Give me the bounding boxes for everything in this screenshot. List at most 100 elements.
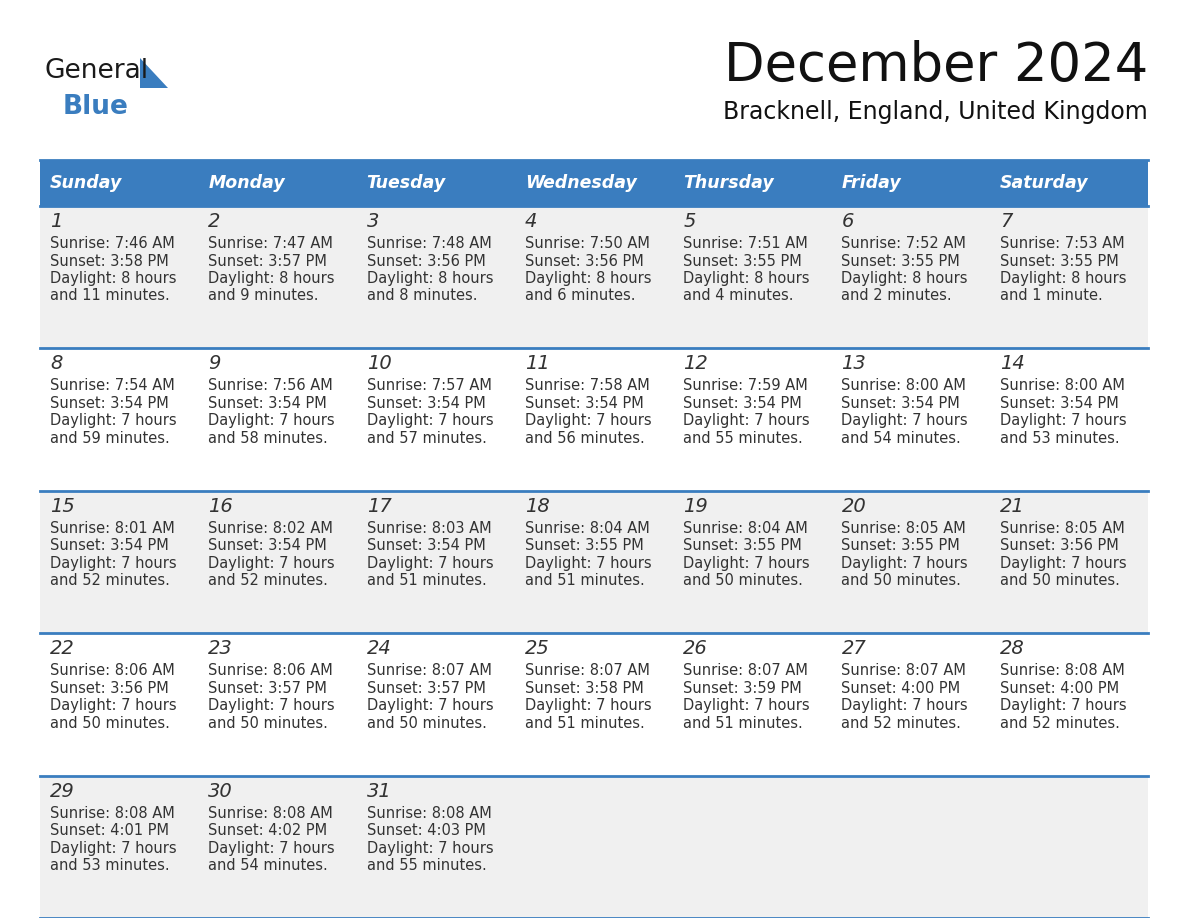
Text: 15: 15 bbox=[50, 497, 75, 516]
Text: Wednesday: Wednesday bbox=[525, 174, 637, 192]
Bar bbox=[198, 160, 356, 206]
Text: Daylight: 8 hours: Daylight: 8 hours bbox=[208, 271, 335, 286]
Text: Sunrise: 8:00 AM: Sunrise: 8:00 AM bbox=[1000, 378, 1125, 394]
Text: Sunrise: 7:58 AM: Sunrise: 7:58 AM bbox=[525, 378, 650, 394]
Text: Daylight: 7 hours: Daylight: 7 hours bbox=[208, 555, 335, 571]
Text: Sunset: 3:58 PM: Sunset: 3:58 PM bbox=[50, 253, 169, 268]
Text: Daylight: 8 hours: Daylight: 8 hours bbox=[1000, 271, 1126, 286]
Text: 21: 21 bbox=[1000, 497, 1024, 516]
Text: Daylight: 7 hours: Daylight: 7 hours bbox=[50, 699, 177, 713]
Text: Sunrise: 8:05 AM: Sunrise: 8:05 AM bbox=[841, 521, 966, 536]
Text: Daylight: 7 hours: Daylight: 7 hours bbox=[208, 841, 335, 856]
Text: 11: 11 bbox=[525, 354, 550, 374]
Text: 2: 2 bbox=[208, 212, 221, 231]
Text: Sunrise: 8:04 AM: Sunrise: 8:04 AM bbox=[683, 521, 808, 536]
Text: Daylight: 7 hours: Daylight: 7 hours bbox=[50, 841, 177, 856]
Text: Daylight: 8 hours: Daylight: 8 hours bbox=[50, 271, 177, 286]
Text: 12: 12 bbox=[683, 354, 708, 374]
Bar bbox=[40, 633, 1148, 776]
Text: 19: 19 bbox=[683, 497, 708, 516]
Text: 1: 1 bbox=[50, 212, 63, 231]
Text: Sunset: 4:02 PM: Sunset: 4:02 PM bbox=[208, 823, 328, 838]
Text: Sunset: 3:56 PM: Sunset: 3:56 PM bbox=[1000, 538, 1118, 554]
Text: Daylight: 7 hours: Daylight: 7 hours bbox=[525, 555, 651, 571]
Bar bbox=[674, 160, 832, 206]
Text: Sunrise: 7:52 AM: Sunrise: 7:52 AM bbox=[841, 236, 966, 251]
Text: Sunset: 3:54 PM: Sunset: 3:54 PM bbox=[683, 396, 802, 411]
Text: and 51 minutes.: and 51 minutes. bbox=[525, 574, 645, 588]
Polygon shape bbox=[140, 58, 168, 88]
Text: 14: 14 bbox=[1000, 354, 1024, 374]
Text: Sunset: 3:57 PM: Sunset: 3:57 PM bbox=[208, 253, 327, 268]
Text: Sunrise: 8:08 AM: Sunrise: 8:08 AM bbox=[50, 806, 175, 821]
Text: 7: 7 bbox=[1000, 212, 1012, 231]
Text: Tuesday: Tuesday bbox=[367, 174, 446, 192]
Text: and 54 minutes.: and 54 minutes. bbox=[208, 858, 328, 873]
Text: Sunrise: 8:06 AM: Sunrise: 8:06 AM bbox=[50, 663, 175, 678]
Text: Sunset: 3:58 PM: Sunset: 3:58 PM bbox=[525, 681, 644, 696]
Text: Sunset: 4:00 PM: Sunset: 4:00 PM bbox=[1000, 681, 1119, 696]
Text: Sunrise: 8:00 AM: Sunrise: 8:00 AM bbox=[841, 378, 966, 394]
Text: Sunrise: 7:56 AM: Sunrise: 7:56 AM bbox=[208, 378, 333, 394]
Text: Sunset: 3:55 PM: Sunset: 3:55 PM bbox=[841, 538, 960, 554]
Text: Daylight: 7 hours: Daylight: 7 hours bbox=[525, 413, 651, 429]
Text: and 8 minutes.: and 8 minutes. bbox=[367, 288, 478, 304]
Text: Sunset: 3:59 PM: Sunset: 3:59 PM bbox=[683, 681, 802, 696]
Text: Daylight: 7 hours: Daylight: 7 hours bbox=[841, 699, 968, 713]
Text: and 52 minutes.: and 52 minutes. bbox=[1000, 716, 1119, 731]
Text: and 50 minutes.: and 50 minutes. bbox=[1000, 574, 1119, 588]
Text: and 55 minutes.: and 55 minutes. bbox=[683, 431, 803, 446]
Bar bbox=[40, 491, 1148, 633]
Text: Sunrise: 8:08 AM: Sunrise: 8:08 AM bbox=[1000, 663, 1125, 678]
Text: 29: 29 bbox=[50, 781, 75, 800]
Text: Daylight: 7 hours: Daylight: 7 hours bbox=[50, 555, 177, 571]
Text: Sunrise: 7:54 AM: Sunrise: 7:54 AM bbox=[50, 378, 175, 394]
Text: 6: 6 bbox=[841, 212, 854, 231]
Text: and 11 minutes.: and 11 minutes. bbox=[50, 288, 170, 304]
Text: and 50 minutes.: and 50 minutes. bbox=[50, 716, 170, 731]
Text: Sunrise: 8:02 AM: Sunrise: 8:02 AM bbox=[208, 521, 333, 536]
Text: Sunrise: 7:46 AM: Sunrise: 7:46 AM bbox=[50, 236, 175, 251]
Text: Sunset: 3:54 PM: Sunset: 3:54 PM bbox=[50, 538, 169, 554]
Text: Daylight: 7 hours: Daylight: 7 hours bbox=[50, 413, 177, 429]
Text: 25: 25 bbox=[525, 639, 550, 658]
Text: and 4 minutes.: and 4 minutes. bbox=[683, 288, 794, 304]
Text: Sunset: 4:00 PM: Sunset: 4:00 PM bbox=[841, 681, 961, 696]
Text: Sunset: 3:54 PM: Sunset: 3:54 PM bbox=[208, 538, 327, 554]
Text: and 51 minutes.: and 51 minutes. bbox=[525, 716, 645, 731]
Text: 4: 4 bbox=[525, 212, 537, 231]
Text: 5: 5 bbox=[683, 212, 695, 231]
Text: Sunset: 4:03 PM: Sunset: 4:03 PM bbox=[367, 823, 486, 838]
Text: Sunrise: 8:08 AM: Sunrise: 8:08 AM bbox=[208, 806, 333, 821]
Text: 22: 22 bbox=[50, 639, 75, 658]
Text: 3: 3 bbox=[367, 212, 379, 231]
Text: Bracknell, England, United Kingdom: Bracknell, England, United Kingdom bbox=[723, 100, 1148, 124]
Text: Thursday: Thursday bbox=[683, 174, 773, 192]
Text: 13: 13 bbox=[841, 354, 866, 374]
Text: 9: 9 bbox=[208, 354, 221, 374]
Text: Sunset: 3:57 PM: Sunset: 3:57 PM bbox=[208, 681, 327, 696]
Text: Sunrise: 8:07 AM: Sunrise: 8:07 AM bbox=[683, 663, 808, 678]
Text: and 51 minutes.: and 51 minutes. bbox=[683, 716, 803, 731]
Text: Daylight: 7 hours: Daylight: 7 hours bbox=[367, 555, 493, 571]
Text: Sunrise: 7:48 AM: Sunrise: 7:48 AM bbox=[367, 236, 492, 251]
Text: and 6 minutes.: and 6 minutes. bbox=[525, 288, 636, 304]
Text: and 51 minutes.: and 51 minutes. bbox=[367, 574, 486, 588]
Bar bbox=[40, 349, 1148, 491]
Text: Sunset: 3:57 PM: Sunset: 3:57 PM bbox=[367, 681, 486, 696]
Text: Sunrise: 7:47 AM: Sunrise: 7:47 AM bbox=[208, 236, 333, 251]
Text: and 55 minutes.: and 55 minutes. bbox=[367, 858, 486, 873]
Text: 23: 23 bbox=[208, 639, 233, 658]
Text: Daylight: 7 hours: Daylight: 7 hours bbox=[841, 555, 968, 571]
Text: Sunset: 3:54 PM: Sunset: 3:54 PM bbox=[367, 396, 486, 411]
Text: Sunset: 3:56 PM: Sunset: 3:56 PM bbox=[367, 253, 486, 268]
Text: Sunset: 3:54 PM: Sunset: 3:54 PM bbox=[525, 396, 644, 411]
Text: Sunset: 3:54 PM: Sunset: 3:54 PM bbox=[841, 396, 960, 411]
Text: Sunrise: 8:08 AM: Sunrise: 8:08 AM bbox=[367, 806, 492, 821]
Text: Sunrise: 8:07 AM: Sunrise: 8:07 AM bbox=[525, 663, 650, 678]
Text: Sunrise: 7:51 AM: Sunrise: 7:51 AM bbox=[683, 236, 808, 251]
Text: Friday: Friday bbox=[841, 174, 902, 192]
Text: Sunrise: 8:05 AM: Sunrise: 8:05 AM bbox=[1000, 521, 1125, 536]
Text: Daylight: 8 hours: Daylight: 8 hours bbox=[525, 271, 651, 286]
Text: Sunrise: 8:04 AM: Sunrise: 8:04 AM bbox=[525, 521, 650, 536]
